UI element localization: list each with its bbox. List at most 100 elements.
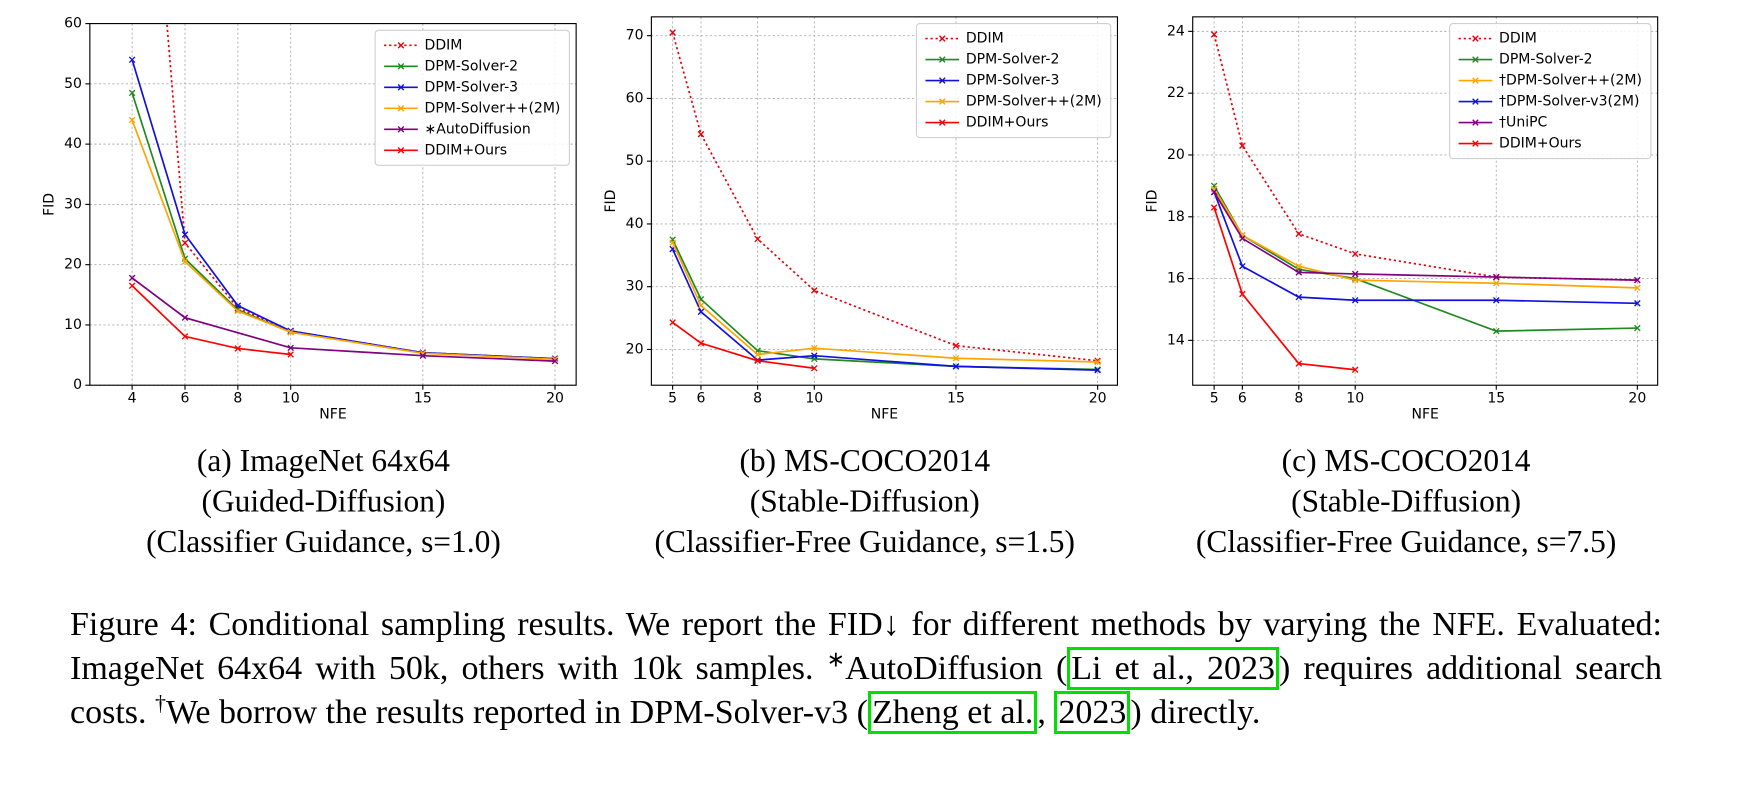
series-line <box>131 285 291 356</box>
x-tick-label: 5 <box>668 391 677 407</box>
subfigure-caption: (c) MS-COCO2014 <box>1282 443 1531 478</box>
point-marker <box>128 56 136 64</box>
legend-label: †DPM-Solver-v3(2M) <box>1499 94 1639 110</box>
y-tick-label: 50 <box>626 153 644 169</box>
point-marker <box>287 344 294 352</box>
series-line <box>671 242 1098 363</box>
x-tick-label: 15 <box>947 391 965 407</box>
x-tick-label: 6 <box>697 391 706 407</box>
legend-box <box>915 23 1112 139</box>
point-marker <box>287 328 294 336</box>
point-marker <box>697 339 705 347</box>
y-tick-label: 24 <box>1167 23 1185 39</box>
legend-marker <box>397 42 405 49</box>
y-tick-label: 70 <box>626 28 644 44</box>
caption-text: , <box>1037 694 1055 731</box>
point-marker <box>551 357 559 365</box>
point-marker <box>1295 262 1303 270</box>
plot-frame <box>1192 16 1659 386</box>
legend: DDIM DPM-Solver-2 †DPM-Solver++(2M) †DPM-So… <box>1449 23 1652 160</box>
citation-link[interactable]: Li et al., 2023 <box>1067 647 1279 690</box>
series-line <box>671 32 1098 362</box>
y-tick-label: 20 <box>626 341 644 357</box>
point-marker <box>1239 235 1246 242</box>
subfigure-caption: (a) ImageNet 64x64 <box>197 443 450 478</box>
subfigure-caption: (Stable-Diffusion) <box>750 483 980 518</box>
x-axis-label: NFE <box>871 406 898 422</box>
subfigure-caption: (Guided-Diffusion) <box>202 483 446 518</box>
legend: DDIM DPM-Solver-2 DPM-Solver-3 DPM-Solver++… <box>374 29 570 166</box>
point-marker <box>181 333 189 340</box>
point-marker <box>1493 279 1500 287</box>
point-marker <box>1493 273 1500 281</box>
point-marker <box>1351 270 1359 278</box>
point-marker <box>1210 204 1218 211</box>
legend-label: DPM-Solver-2 <box>1499 52 1593 68</box>
legend-marker <box>938 77 946 84</box>
subfigure-caption: (Classifier-Free Guidance, s=1.5) <box>655 524 1075 559</box>
point-marker <box>811 344 818 352</box>
point-marker <box>1295 230 1303 238</box>
series-line <box>1213 188 1638 289</box>
legend-label: DPM-Solver++(2M) <box>425 100 561 116</box>
legend-marker <box>1472 119 1479 126</box>
point-marker <box>128 116 136 124</box>
point-marker <box>1351 276 1359 284</box>
y-axis-label: FID <box>1144 190 1160 213</box>
legend-label: ∗AutoDiffusion <box>425 121 531 137</box>
y-tick-label: 22 <box>1167 85 1185 101</box>
point-marker <box>287 351 294 358</box>
x-axis-label: NFE <box>319 406 346 422</box>
series-line <box>672 321 815 370</box>
subfigure-caption: (Classifier-Free Guidance, s=7.5) <box>1196 524 1616 559</box>
point-marker <box>128 274 136 282</box>
point-marker <box>952 354 960 362</box>
series-line <box>131 119 556 361</box>
point-marker <box>128 89 136 97</box>
x-tick-label: 8 <box>753 391 762 407</box>
x-tick-label: 20 <box>1628 391 1646 407</box>
x-tick-label: 8 <box>1294 391 1303 407</box>
point-marker <box>181 231 189 238</box>
x-tick-label: 6 <box>1238 391 1247 407</box>
citation-link[interactable]: Zheng et al. <box>867 691 1038 734</box>
legend-label: †DPM-Solver++(2M) <box>1499 73 1642 89</box>
point-marker <box>669 29 676 36</box>
point-marker <box>811 287 818 294</box>
subfigure-caption: (b) MS-COCO2014 <box>739 443 990 478</box>
point-marker <box>1351 250 1359 258</box>
caption-text: Figure 4: Conditional sampling results. … <box>70 606 1662 687</box>
x-tick-label: 15 <box>1487 391 1505 407</box>
y-tick-label: 30 <box>64 196 82 212</box>
y-tick-label: 20 <box>1167 147 1185 163</box>
point-marker <box>754 351 761 358</box>
point-marker <box>128 282 136 290</box>
series-line <box>131 277 556 362</box>
citation-link[interactable]: 2023 <box>1054 691 1131 734</box>
legend-box <box>1449 23 1652 160</box>
y-axis-label: FID <box>603 190 619 213</box>
x-tick-label: 15 <box>414 391 432 407</box>
legend-label: DPM-Solver-3 <box>966 73 1060 89</box>
legend-marker <box>938 98 946 105</box>
x-axis-label: NFE <box>1411 406 1438 422</box>
point-marker <box>1351 366 1359 374</box>
legend-label: DDIM <box>966 31 1004 47</box>
legend-marker <box>397 126 405 133</box>
point-marker <box>1239 290 1246 298</box>
caption-mark: ∗ <box>826 646 846 672</box>
x-tick-label: 10 <box>805 391 823 407</box>
x-tick-label: 10 <box>282 391 300 407</box>
point-marker <box>697 308 705 316</box>
legend-marker <box>397 105 405 112</box>
y-axis-label: FID <box>41 193 57 216</box>
point-marker <box>1295 360 1303 367</box>
point-marker <box>697 302 705 309</box>
point-marker <box>811 364 818 372</box>
legend-marker <box>1472 35 1479 42</box>
legend-marker <box>938 56 946 63</box>
subfigure-caption: (Stable-Diffusion) <box>1291 483 1521 518</box>
point-marker <box>1295 269 1303 276</box>
y-tick-label: 30 <box>626 279 644 295</box>
